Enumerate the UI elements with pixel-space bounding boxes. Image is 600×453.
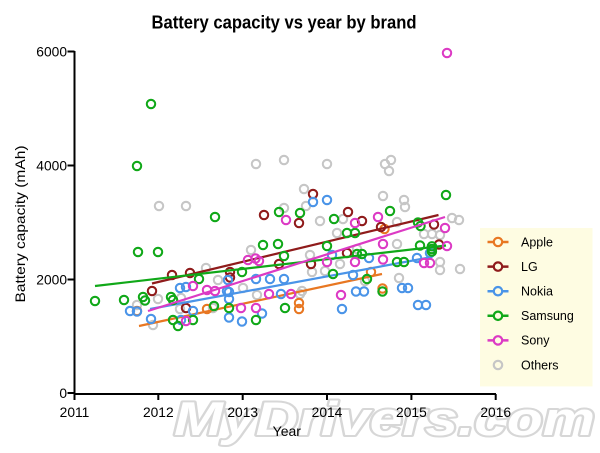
svg-text:6000: 6000: [36, 45, 67, 60]
svg-text:Nokia: Nokia: [521, 285, 553, 299]
svg-text:2015: 2015: [396, 405, 427, 420]
svg-text:2012: 2012: [143, 405, 174, 420]
svg-text:Apple: Apple: [521, 235, 553, 249]
svg-text:2011: 2011: [60, 405, 90, 420]
svg-text:2016: 2016: [480, 405, 511, 420]
svg-text:0: 0: [59, 386, 67, 401]
svg-text:Battery capacity (mAh): Battery capacity (mAh): [12, 146, 28, 303]
svg-text:2013: 2013: [227, 405, 258, 420]
svg-text:Others: Others: [521, 358, 559, 372]
svg-text:Year: Year: [273, 423, 302, 439]
svg-text:MyDrivers.com: MyDrivers.com: [174, 392, 595, 445]
svg-text:2014: 2014: [312, 405, 343, 420]
svg-text:MyDrivers.com: MyDrivers.com: [174, 392, 595, 445]
svg-text:LG: LG: [521, 260, 538, 274]
svg-text:Battery capacity vs year by br: Battery capacity vs year by brand: [152, 13, 417, 33]
svg-text:Samsung: Samsung: [521, 309, 574, 323]
svg-text:2000: 2000: [36, 273, 67, 288]
svg-text:4000: 4000: [36, 159, 67, 174]
svg-text:Sony: Sony: [521, 334, 550, 348]
